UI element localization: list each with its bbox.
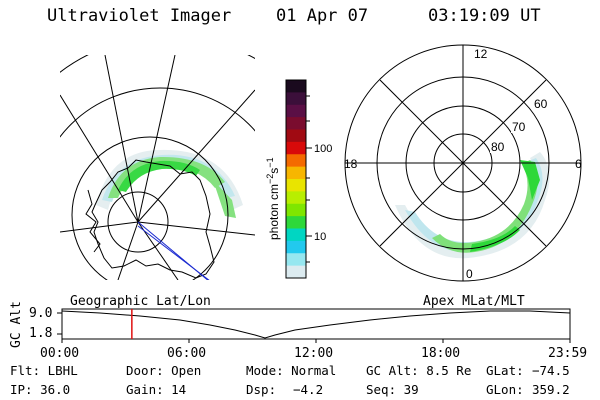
altitude-timeline [57,308,571,343]
colorbar-band [286,203,306,217]
timeline-xtick-0000: 00:00 [40,346,80,361]
geographic-map [60,55,255,280]
mlat-label-70: 70 [512,120,526,134]
colorbar-unit-label: photon cm−2s−1 [265,157,281,240]
colorbar-band [286,166,306,180]
apex-label: Apex MLat/MLT [423,294,525,309]
mlt-label-6: 6 [575,157,582,171]
door-status: Door: Open [126,363,202,378]
observation-time: 03:19:09 UT [428,6,541,26]
aurora-oval-apex [395,152,550,259]
altitude-curve [61,310,571,339]
colorbar [286,80,306,279]
colorbar-band [286,265,306,279]
gain-status: Gain: 14 [126,382,187,397]
timeline-xtick-1800: 18:00 [421,346,461,361]
colorbar-tick-10: 10 [314,231,326,243]
glat-value: −74.5 [532,363,570,378]
glon-value: 359.2 [532,382,570,397]
colorbar-band [286,253,306,267]
timeline-xtick-2359: 23:59 [548,346,588,361]
observation-date: 01 Apr 07 [276,6,369,26]
colorbar-band [286,104,306,118]
mlt-label-12: 12 [474,47,488,61]
colorbar-band [286,228,306,242]
dsp-label: Dsp: [246,382,277,397]
ip-status: IP: 36.0 [10,382,71,397]
glon-label: GLon: [486,382,524,397]
colorbar-band [286,80,306,93]
colorbar-tick-100: 100 [314,143,332,155]
colorbar-band [286,92,306,106]
timeline-ytick-min: 1.8 [29,326,53,341]
timeline-ytick-max: 9.0 [29,306,53,321]
colorbar-band [286,216,306,229]
dsp-value: −4.2 [293,382,324,397]
filter-status: Flt: LBHL [10,363,78,378]
mode-status: Mode: Normal [246,363,337,378]
timeline-xtick-1200: 12:00 [294,346,334,361]
geographic-label: Geographic Lat/Lon [70,294,211,309]
colorbar-band [286,141,306,155]
aurora-oval-geographic [96,149,243,218]
polar-mlt-plot: 12 18 6 0 60 70 80 [344,44,582,282]
colorbar-band [286,240,306,254]
mlat-label-60: 60 [534,97,548,111]
seq-status: Seq: 39 [366,382,419,397]
instrument-title: Ultraviolet Imager [47,6,232,26]
gc-alt-status: GC Alt: 8.5 Re [366,363,472,378]
colorbar-band [286,117,306,130]
mlat-label-80: 80 [491,140,505,154]
colorbar-band [286,191,306,205]
colorbar-band [286,129,306,143]
colorbar-band [286,179,306,192]
mlt-label-0: 0 [466,267,473,281]
timeline-ylabel: GC Alt [9,301,24,348]
colorbar-band [286,154,306,168]
coastline [91,159,215,279]
mlt-label-18: 18 [344,157,358,171]
glat-label: GLat: [486,363,524,378]
timeline-xtick-0600: 06:00 [167,346,207,361]
